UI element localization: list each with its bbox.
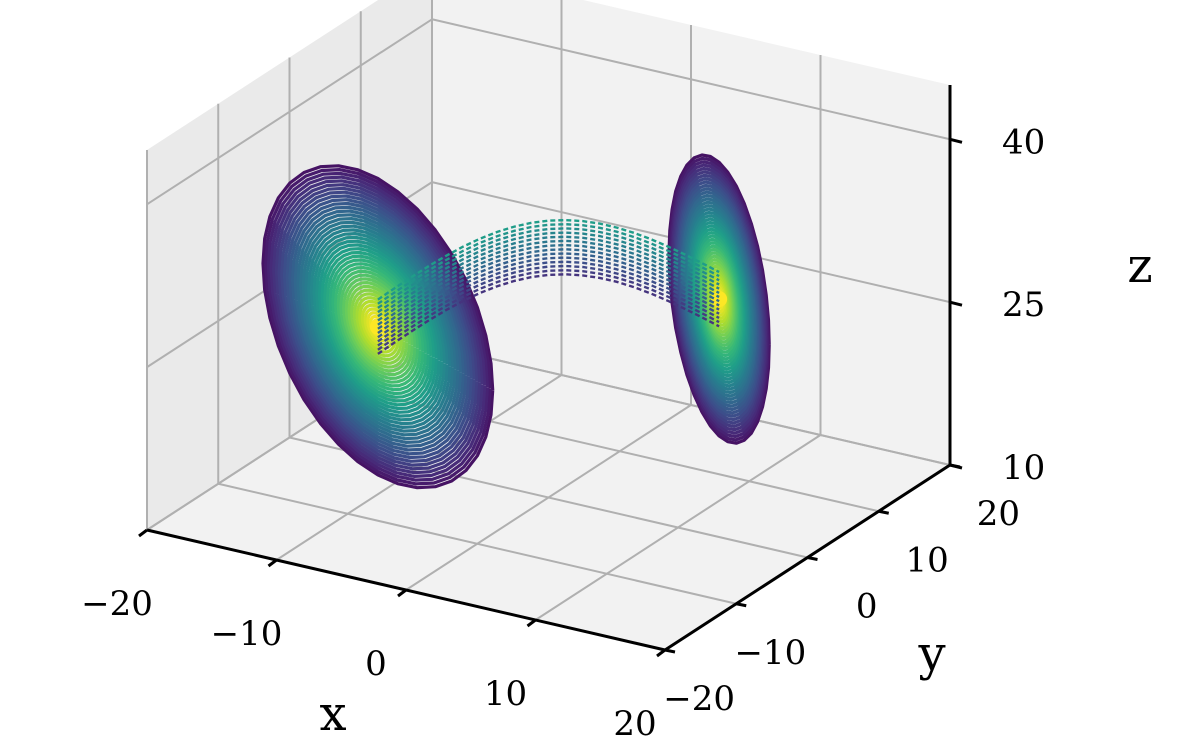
trajectory-segment bbox=[261, 164, 495, 490]
trajectory-segment bbox=[285, 198, 471, 456]
trajectory-segment bbox=[309, 232, 446, 422]
trajectory-segment bbox=[307, 228, 449, 426]
trajectory-segment bbox=[277, 186, 479, 467]
trajectory-segment bbox=[299, 217, 457, 437]
trajectory-segment bbox=[366, 311, 390, 343]
y-tick-mark bbox=[735, 602, 747, 608]
trajectory-segment bbox=[296, 213, 460, 441]
axes-panes bbox=[147, 0, 950, 650]
trajectory-segment bbox=[266, 171, 489, 482]
trajectory-segment bbox=[291, 205, 465, 448]
x-tick-label: 0 bbox=[365, 644, 387, 684]
x-tick-label: −20 bbox=[81, 584, 153, 624]
x-axis-label: x bbox=[319, 686, 346, 742]
trajectory-segment bbox=[377, 231, 720, 314]
z-tick-label: 25 bbox=[1002, 285, 1045, 325]
trajectory-segment bbox=[352, 292, 403, 362]
trajectory-segment bbox=[280, 190, 476, 463]
trajectory-segment bbox=[264, 168, 492, 486]
attractor-trajectory bbox=[261, 153, 771, 490]
y-tick-label: 0 bbox=[856, 587, 878, 627]
grid-line-z-left bbox=[146, 18, 433, 206]
x-tick-label: 20 bbox=[613, 704, 656, 744]
trajectory-segment bbox=[323, 250, 433, 403]
y-tick-label: 10 bbox=[905, 540, 948, 580]
y-tick-mark bbox=[664, 648, 676, 654]
z-axis-label: z bbox=[1127, 238, 1152, 294]
y-tick-label: −20 bbox=[663, 679, 735, 719]
grid-line-z-back bbox=[431, 344, 951, 466]
trajectory-segment bbox=[711, 291, 728, 308]
x-tick-label: −10 bbox=[211, 614, 283, 654]
y-tick-mark bbox=[807, 556, 818, 561]
z-tick-mark bbox=[949, 137, 963, 144]
trajectory-segment bbox=[377, 243, 720, 326]
trajectory-segment bbox=[272, 179, 484, 475]
trajectory-segment bbox=[342, 277, 414, 377]
trajectory-segment bbox=[334, 266, 422, 388]
trajectory-segment bbox=[350, 288, 406, 365]
x-tick-mark bbox=[138, 528, 148, 538]
trajectory-segment bbox=[377, 256, 720, 339]
trajectory-segment bbox=[301, 220, 454, 433]
trajectory-segment bbox=[288, 201, 468, 452]
trajectory-segment bbox=[377, 264, 720, 347]
trajectory-segment bbox=[377, 252, 720, 334]
trajectory-segment bbox=[377, 227, 720, 309]
grid-line-z-back bbox=[431, 18, 951, 141]
trajectory-segment bbox=[312, 235, 444, 418]
trajectory-segment bbox=[315, 239, 441, 414]
trajectory-segment bbox=[304, 224, 452, 429]
trajectory-segment bbox=[282, 194, 473, 460]
y-axis-label: y bbox=[917, 626, 945, 682]
trajectory-segment bbox=[325, 254, 430, 399]
trajectory-segment bbox=[328, 258, 428, 396]
grid-line-y-floor bbox=[218, 482, 737, 605]
trajectory-segment bbox=[377, 235, 720, 318]
x-tick-mark bbox=[656, 648, 666, 658]
trajectory-segment bbox=[317, 243, 438, 411]
trajectory-segment bbox=[377, 273, 720, 355]
y-tick-label: −10 bbox=[734, 633, 806, 673]
trajectory-segment bbox=[274, 183, 481, 471]
x-tick-label: 10 bbox=[484, 674, 527, 714]
z-tick-label: 10 bbox=[1002, 448, 1045, 488]
z-tick-label: 40 bbox=[1002, 122, 1045, 162]
trajectory-segment bbox=[339, 273, 417, 380]
z-tick-mark bbox=[949, 300, 963, 307]
x-tick-mark bbox=[526, 618, 537, 628]
x-tick-mark bbox=[397, 588, 407, 598]
trajectory-segment bbox=[377, 248, 720, 330]
z-tick-mark bbox=[949, 463, 963, 470]
trajectory-segment bbox=[377, 218, 720, 301]
y-tick-mark bbox=[878, 509, 890, 515]
trajectory-segment bbox=[269, 175, 487, 478]
trajectory-segment bbox=[377, 222, 720, 305]
y-tick-label: 20 bbox=[977, 494, 1020, 534]
x-tick-mark bbox=[267, 558, 278, 568]
trajectory-segment bbox=[377, 268, 720, 351]
trajectory-segment bbox=[377, 239, 720, 322]
trajectory-segment bbox=[377, 260, 720, 343]
trajectory-segment bbox=[293, 209, 463, 444]
